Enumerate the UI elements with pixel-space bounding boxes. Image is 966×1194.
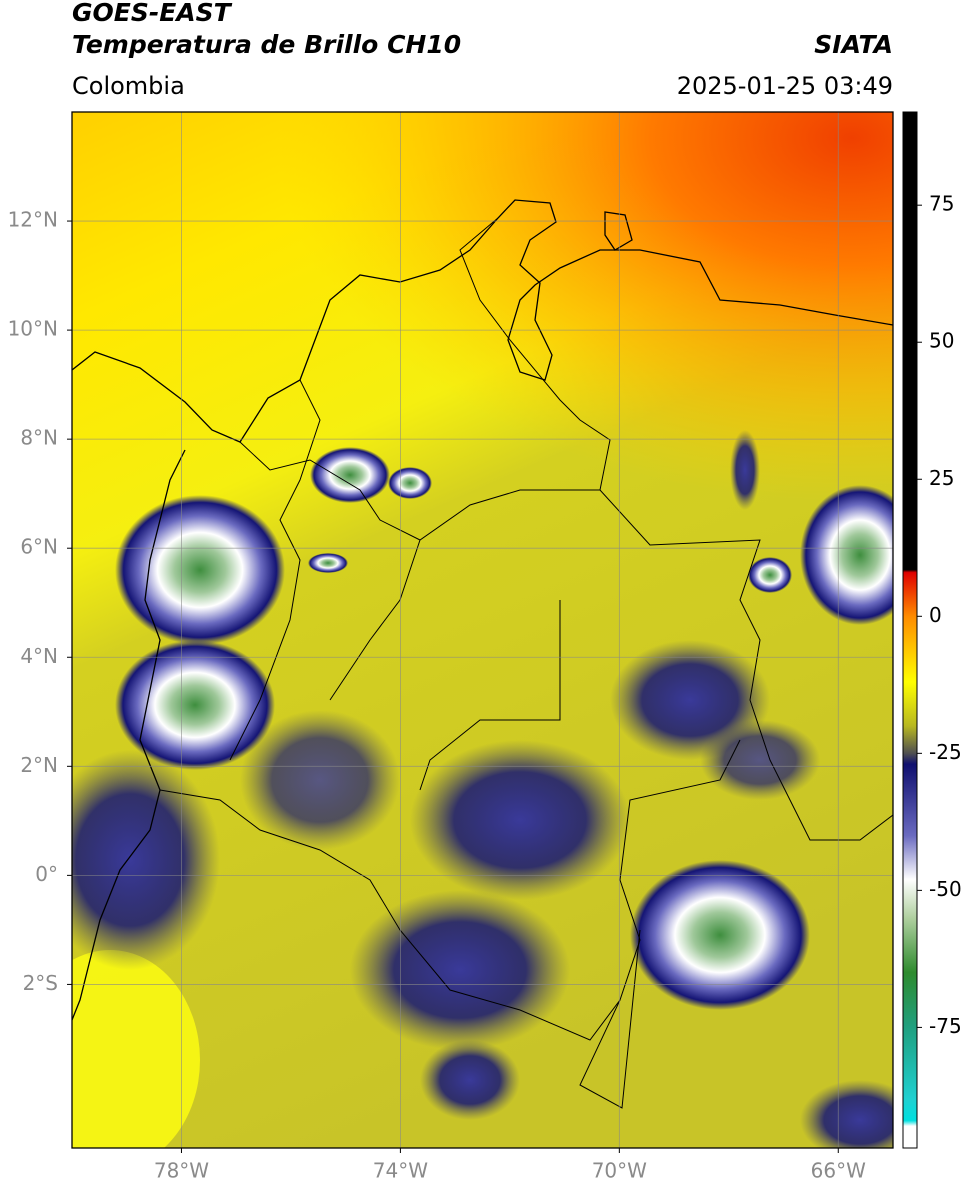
- x-tick-label: 70°W: [592, 1159, 647, 1183]
- y-tick-label: 0°: [35, 862, 58, 886]
- colorbar-tick-label: 0: [929, 603, 942, 627]
- colorbar-tick-label: 25: [929, 466, 954, 490]
- y-tick-label: 6°N: [20, 535, 58, 559]
- cloud-areas: [72, 430, 893, 1148]
- satellite-image: [72, 112, 893, 1148]
- x-tick-label: 74°W: [373, 1159, 428, 1183]
- title: GOES-EAST: [72, 0, 233, 27]
- grid: [72, 112, 893, 1148]
- y-tick-label: 2°S: [23, 971, 58, 995]
- image-warm-south: [72, 950, 200, 1148]
- colorbar-tick-label: -50: [929, 877, 962, 901]
- y-tick-label: 2°N: [20, 753, 58, 777]
- x-tick-label: 78°W: [154, 1159, 209, 1183]
- y-tick-label: 8°N: [20, 426, 58, 450]
- source: SIATA: [814, 30, 893, 59]
- colorbar-tick-label: -25: [929, 740, 962, 764]
- region: Colombia: [72, 72, 185, 100]
- datetime: 2025-01-25 03:49: [677, 72, 893, 100]
- x-tick-label: 66°W: [811, 1159, 866, 1183]
- subtitle: Temperatura de Brillo CH10: [72, 30, 461, 59]
- colorbar: [902, 111, 918, 1149]
- colorbar-tick-label: 50: [929, 329, 954, 353]
- map-frame: [71, 111, 894, 1149]
- coastlines: [72, 199, 893, 1021]
- y-tick-label: 12°N: [8, 208, 58, 232]
- y-tick-label: 10°N: [8, 317, 58, 341]
- colorbar-tick-label: -75: [929, 1014, 962, 1038]
- y-tick-label: 4°N: [20, 644, 58, 668]
- colorbar-tick-label: 75: [929, 192, 954, 216]
- borders: [159, 217, 893, 1109]
